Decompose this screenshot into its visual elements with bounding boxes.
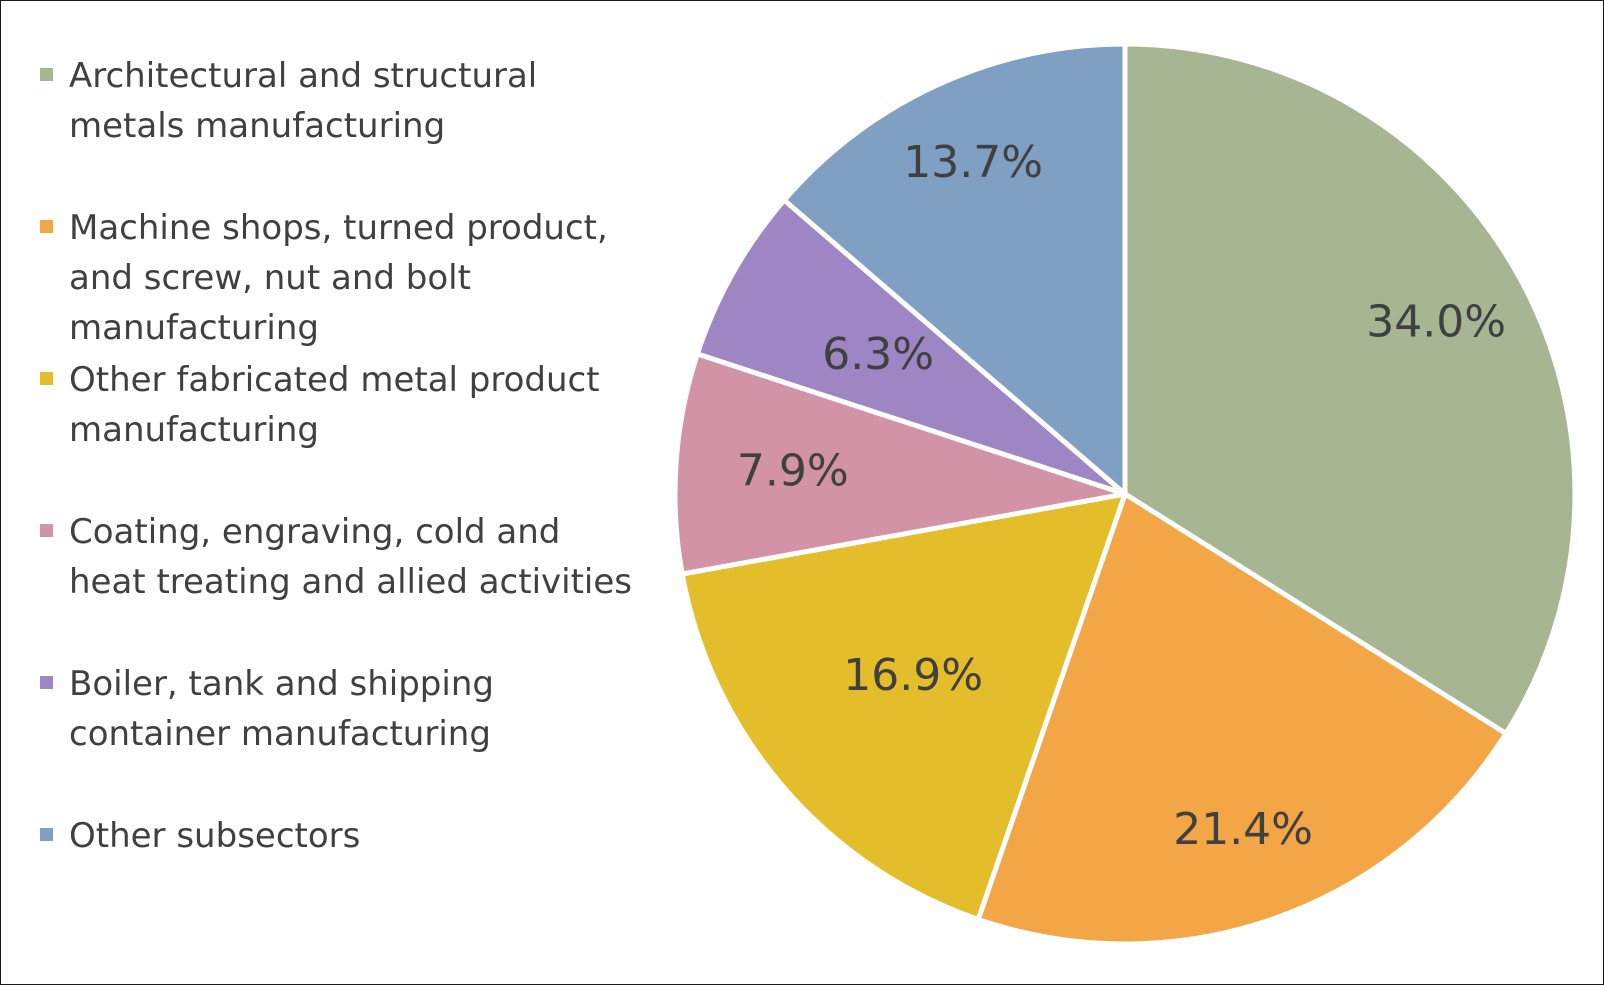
slice-label: 7.9% <box>737 446 849 497</box>
pie-slice-architectural-and-structural-metals-manufacturing <box>1122 41 1578 736</box>
pie-slice-other-subsectors <box>781 41 1128 497</box>
legend-label: Other subsectors <box>69 816 361 856</box>
legend-label: Machine shops, turned product, and screw… <box>69 208 608 348</box>
pie-slice-coating-engraving-cold-and-heat-treating-and-allied-activities <box>672 351 1128 577</box>
slice-label: 16.9% <box>843 650 983 701</box>
legend-label: Boiler, tank and shipping container manu… <box>69 664 494 754</box>
pie-slice-other-fabricated-metal-product-manufacturing <box>679 491 1128 922</box>
legend-label: Architectural and structural metals manu… <box>69 56 538 146</box>
legend-label: Other fabricated metal product manufactu… <box>69 360 600 450</box>
legend-swatch <box>40 68 53 81</box>
legend-swatch <box>40 372 53 385</box>
slice-label: 21.4% <box>1173 804 1313 855</box>
pie-slice-machine-shops-turned-product-and-screw-nut-and-bolt-manufacturing <box>975 491 1509 947</box>
slice-label: 13.7% <box>903 137 1043 188</box>
pie-slice-boiler-tank-and-shipping-container-manufacturing <box>694 197 1128 497</box>
slice-label: 34.0% <box>1366 297 1506 348</box>
legend-swatch <box>40 524 53 537</box>
slice-label: 6.3% <box>822 329 934 380</box>
legend-swatch <box>40 220 53 233</box>
legend-swatch <box>40 676 53 689</box>
legend-swatch <box>40 828 53 841</box>
legend-label: Coating, engraving, cold and heat treati… <box>69 512 633 602</box>
